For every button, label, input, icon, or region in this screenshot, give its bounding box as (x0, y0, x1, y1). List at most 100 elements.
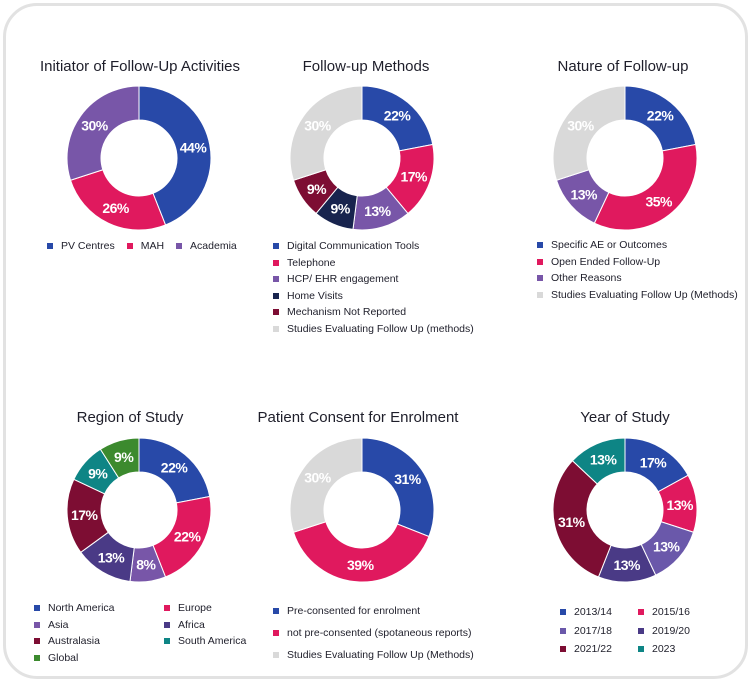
legend-swatch (273, 309, 279, 316)
legend-label: Academia (190, 240, 237, 253)
legend-swatch (273, 630, 279, 636)
legend-item-2019-20: 2019/20 (638, 623, 708, 640)
data-label-not-pre-consented-spotaneous-reports: 39% (347, 557, 375, 573)
chart-title-region: Region of Study (76, 409, 184, 426)
donut-chart-methods: 22% 17% 13% 9%9% 30% (289, 85, 435, 231)
legend-swatch (164, 638, 170, 645)
legend-methods: Digital Communication Tools Telephone HCP/… (273, 238, 474, 337)
legend-region: North America Europe Asia Africa Australasia… (34, 600, 254, 666)
legend-label: 2015/16 (652, 606, 690, 619)
legend-item-studies-evaluating-follow-up-methods: Studies Evaluating Follow Up (Methods) (273, 644, 474, 666)
legend-year: 2013/14 2015/16 2017/18 2019/20 2021/22 2023 (560, 604, 708, 658)
legend-item-2017-18: 2017/18 (560, 623, 638, 640)
legend-label: 2019/20 (652, 624, 690, 637)
legend-item-europe: Europe (164, 600, 254, 617)
legend-item-open-ended-follow-up: Open Ended Follow-Up (537, 254, 738, 271)
chart-title-nature: Nature of Follow-up (557, 58, 689, 75)
data-label-hcp-ehr-engagement: 13% (364, 203, 392, 219)
data-label-2021-22: 31% (558, 514, 586, 530)
legend-swatch (273, 325, 279, 332)
legend-item-2013-14: 2013/14 (560, 604, 638, 621)
legend-label: Mechanism Not Reported (287, 306, 407, 319)
data-label-mechanism-not-reported: 9% (307, 181, 327, 197)
legend-swatch (638, 609, 644, 616)
data-label-australasia: 17% (71, 507, 99, 523)
legend-nature: Specific AE or Outcomes Open Ended Follow… (537, 237, 738, 303)
legend-swatch (34, 621, 40, 628)
data-label-mah: 26% (102, 200, 130, 216)
legend-label: PV Centres (61, 240, 115, 253)
legend-label: Studies Evaluating Follow Up (methods) (287, 322, 474, 335)
donut-chart-consent: 31% 39% 30% (289, 437, 435, 583)
legend-label: 2017/18 (574, 624, 612, 637)
legend-label: Pre-consented for enrolment (287, 605, 421, 617)
legend-label: Other Reasons (551, 272, 622, 285)
donut-chart-region: 22% 22% 8% 13% 17% 9% 9% (66, 437, 212, 583)
legend-item-africa: Africa (164, 617, 254, 634)
donut-chart-year: 17% 13% 13% 13% 31% 13% (552, 437, 698, 583)
legend-label: 2013/14 (574, 606, 612, 619)
legend-label: Europe (178, 602, 212, 615)
data-label-academia: 30% (81, 118, 109, 134)
legend-label: Digital Communication Tools (287, 240, 420, 253)
legend-swatch (273, 608, 279, 614)
legend-swatch (537, 275, 543, 282)
legend-item-digital-communication-tools: Digital Communication Tools (273, 238, 474, 255)
data-label-2019-20: 13% (613, 557, 641, 573)
chart-title-consent: Patient Consent for Enrolment (257, 409, 459, 426)
data-label-2017-18: 13% (653, 538, 681, 554)
slice-studies-evaluating-follow-up-methods (552, 85, 626, 181)
legend-label: Africa (178, 618, 205, 631)
legend-item-specific-ae-or-outcomes: Specific AE or Outcomes (537, 237, 738, 254)
legend-swatch (273, 652, 279, 658)
legend-item-asia: Asia (34, 617, 164, 634)
data-label-studies-evaluating-follow-up-methods: 30% (304, 118, 332, 134)
legend-swatch (537, 291, 543, 298)
data-label-africa: 13% (98, 549, 126, 565)
slice-global (99, 437, 140, 479)
legend-swatch (273, 292, 279, 299)
legend-label: Asia (48, 618, 69, 631)
chart-title-methods: Follow-up Methods (302, 58, 430, 75)
legend-swatch (273, 276, 279, 283)
data-label-pre-consented-for-enrolment: 31% (394, 471, 422, 487)
legend-swatch (560, 646, 566, 653)
legend-item-mechanism-not-reported: Mechanism Not Reported (273, 304, 474, 321)
legend-swatch (34, 638, 40, 645)
legend-label: Home Visits (287, 289, 343, 302)
slice-pre-consented-for-enrolment (361, 437, 435, 538)
legend-consent: Pre-consented for enrolment not pre-conse… (273, 600, 474, 666)
data-label-open-ended-follow-up: 35% (645, 193, 673, 209)
legend-swatch (164, 621, 170, 628)
legend-item-global: Global (34, 650, 164, 667)
legend-item-north-america: North America (34, 600, 164, 617)
legend-item-australasia: Australasia (34, 633, 164, 650)
legend-item-not-pre-consented-spotaneous-reports: not pre-consented (spotaneous reports) (273, 622, 474, 644)
legend-label: Telephone (287, 256, 336, 269)
legend-item-studies-evaluating-follow-up-methods: Studies Evaluating Follow Up (Methods) (537, 287, 738, 304)
legend-item-2023: 2023 (638, 641, 708, 658)
legend-swatch (638, 627, 644, 634)
slice-academia (66, 85, 140, 181)
legend-label: Studies Evaluating Follow Up (Methods) (287, 649, 474, 661)
legend-swatch (164, 605, 170, 612)
legend-label: Global (48, 651, 79, 664)
legend-item-hcp-ehr-engagement: HCP/ EHR engagement (273, 271, 474, 288)
legend-swatch (126, 243, 133, 250)
legend-item-mah: MAH (126, 238, 164, 255)
data-label-global: 9% (114, 449, 134, 465)
data-label-telephone: 17% (400, 169, 428, 185)
legend-item-home-visits: Home Visits (273, 288, 474, 305)
legend-label: HCP/ EHR engagement (287, 273, 399, 286)
data-label-pv-centres: 44% (180, 140, 208, 156)
slice-not-pre-consented-spotaneous-reports (292, 521, 430, 583)
legend-label: South America (178, 635, 247, 648)
slice-pv-centres (138, 85, 212, 226)
legend-swatch (638, 646, 644, 653)
slice-studies-evaluating-follow-up-methods (289, 85, 363, 181)
legend-item-pv-centres: PV Centres (47, 238, 115, 255)
legend-item-studies-evaluating-follow-up-methods: Studies Evaluating Follow Up (methods) (273, 321, 474, 338)
legend-label: Specific AE or Outcomes (551, 239, 668, 252)
legend-item-pre-consented-for-enrolment: Pre-consented for enrolment (273, 600, 474, 622)
legend-item-academia: Academia (176, 238, 237, 255)
